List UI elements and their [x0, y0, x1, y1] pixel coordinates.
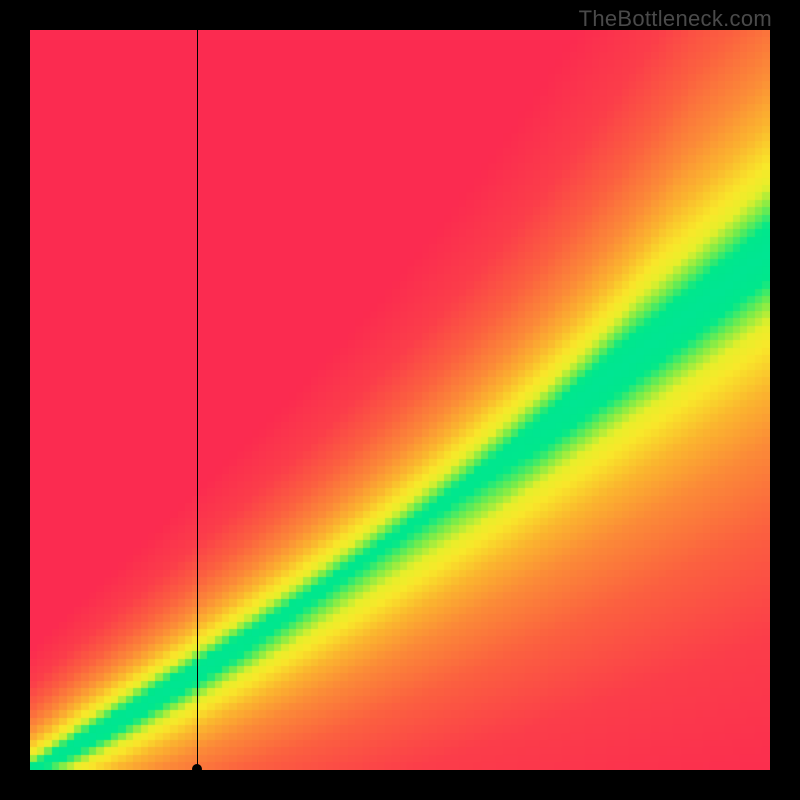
crosshair-vertical-line — [197, 30, 198, 770]
heatmap-plot — [30, 30, 770, 770]
watermark-text: TheBottleneck.com — [579, 6, 772, 32]
crosshair-marker — [192, 764, 202, 774]
heatmap-canvas — [30, 30, 770, 770]
